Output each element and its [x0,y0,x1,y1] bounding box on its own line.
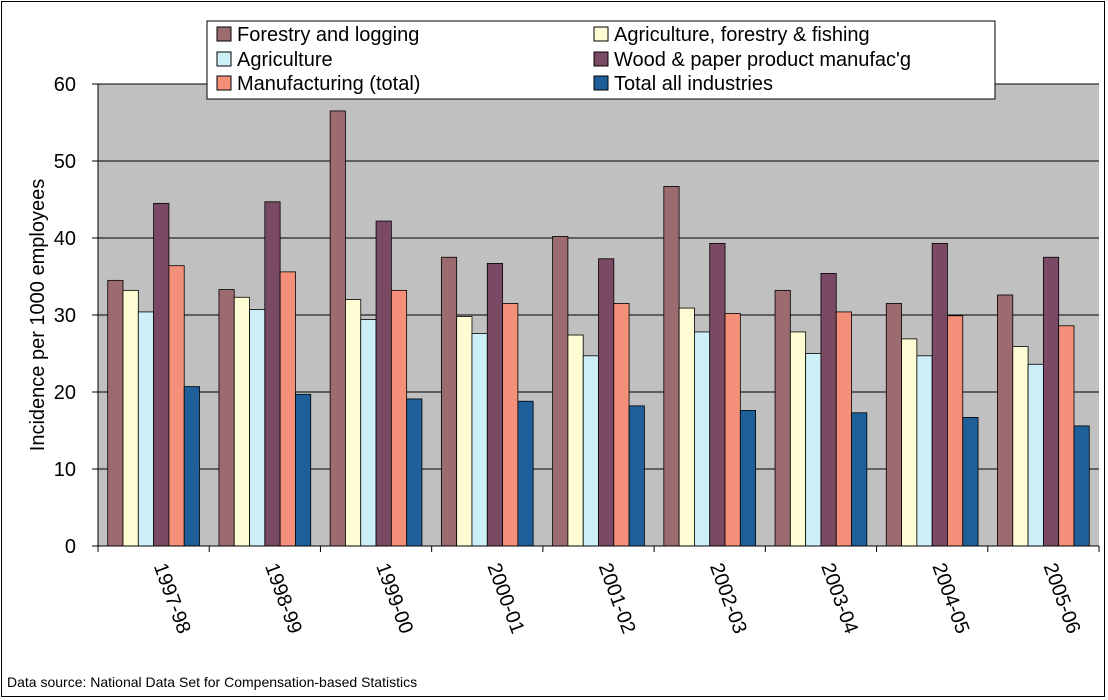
bar [663,186,680,547]
bar [1012,346,1029,547]
bar [613,303,630,547]
bar [1042,256,1060,547]
legend-swatch [216,51,232,67]
bar [789,331,807,547]
bar [471,333,488,547]
bar [137,311,155,547]
bar [739,410,757,547]
bar [962,417,979,547]
axes [92,83,1100,552]
y-tick-label: 0 [65,536,76,558]
bar [249,309,266,547]
bar [901,338,918,547]
legend-swatch [593,26,609,42]
legend-swatch [593,51,609,67]
bar [233,296,250,547]
bar [122,289,139,547]
bar [931,242,948,547]
bar [517,400,534,547]
legend: Forestry and logging Agriculture, forestr… [206,20,996,100]
bar [264,201,281,547]
bar [774,289,791,547]
bar [678,307,695,547]
legend-label: Manufacturing (total) [237,73,420,95]
bar [1027,363,1044,547]
bar [997,294,1014,547]
legend-swatch [593,75,609,91]
source-note: Data source: National Data Set for Compe… [7,674,417,690]
bar [183,386,200,547]
bar [598,258,615,547]
legend-label: Agriculture, forestry & fishing [614,24,870,46]
x-tick-labels: 1997-98 1998-99 1999-00 2000-01 2001-02 2002-… [149,560,1085,637]
bar [107,279,124,547]
x-tick-label: 1998-99 [260,560,306,637]
bar [360,319,377,547]
bar [885,303,902,547]
y-tick-label: 10 [54,459,76,481]
bar [694,331,711,547]
bar [279,271,296,547]
bar [628,405,645,547]
legend-swatch [216,75,232,91]
bar [440,256,458,547]
bar [218,289,235,547]
bar [552,236,569,547]
legend-label: Total all industries [614,73,773,95]
y-tick-label: 50 [54,151,76,173]
bar [486,263,503,547]
legend-swatch [216,26,232,42]
x-tick-label: 2002-03 [705,560,751,637]
bar [1073,425,1090,547]
y-tick-label: 20 [54,382,76,404]
bar [835,311,852,547]
bar [820,273,837,547]
bar [916,355,933,547]
bar [709,242,726,547]
y-tick-label: 60 [54,74,76,96]
x-tick-label: 2005-06 [1039,560,1085,637]
y-tick-label: 30 [54,305,76,327]
bar [851,412,868,547]
legend-label: Forestry and logging [237,24,419,46]
y-axis-title: Incidence per 1000 employees [27,179,49,451]
bar [582,355,599,547]
x-tick-label: 2004-05 [927,560,973,637]
y-tick-label: 40 [54,228,76,250]
x-tick-label: 2003-04 [816,560,862,637]
bar [1058,325,1075,547]
bar [567,334,584,547]
x-tick-label: 1997-98 [149,560,195,637]
bar [724,313,741,547]
legend-label: Wood & paper product manufac'g [614,49,911,71]
bar [406,398,423,547]
bar [390,289,408,547]
bar [456,316,473,547]
legend-label: Agriculture [237,49,333,71]
y-tick-labels: 0 10 20 30 40 50 60 [54,74,76,558]
x-tick-label: 2001-02 [594,560,640,637]
bar [345,299,362,547]
bar [329,110,346,547]
bar [375,220,392,547]
bar [947,315,964,547]
bar [168,265,185,547]
bar [805,353,822,547]
bar [502,303,519,547]
bar [295,393,312,547]
bar [153,202,170,547]
x-tick-label: 1999-00 [371,560,417,637]
x-tick-label: 2000-01 [483,560,529,637]
